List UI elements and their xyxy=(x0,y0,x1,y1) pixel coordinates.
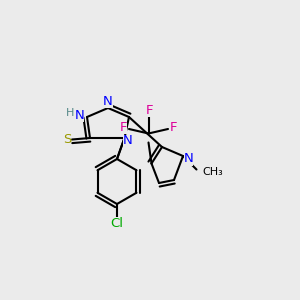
Text: F: F xyxy=(170,121,177,134)
Text: F: F xyxy=(120,121,127,134)
Text: N: N xyxy=(123,134,133,148)
Text: N: N xyxy=(103,95,113,108)
Text: S: S xyxy=(63,133,71,146)
Text: N: N xyxy=(184,152,193,166)
Text: H: H xyxy=(66,108,75,118)
Text: Cl: Cl xyxy=(110,217,124,230)
Text: F: F xyxy=(145,103,153,117)
Text: N: N xyxy=(75,109,84,122)
Text: CH₃: CH₃ xyxy=(202,167,223,177)
